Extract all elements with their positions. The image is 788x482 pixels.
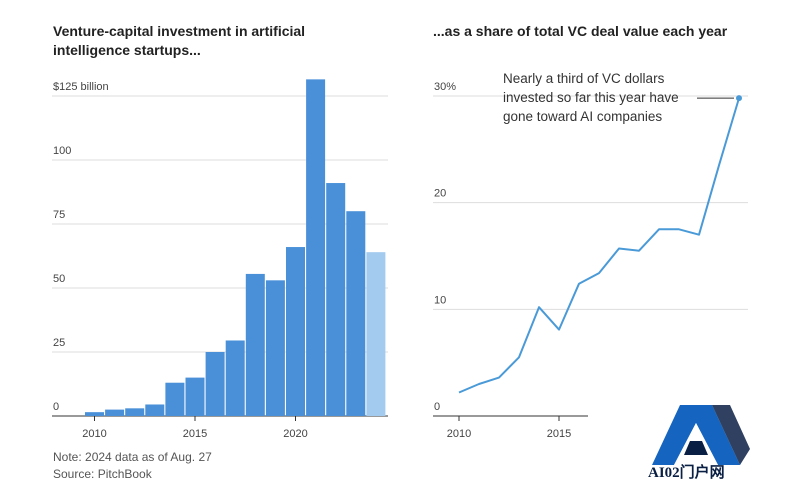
bar-2022 (326, 183, 345, 416)
bar-2011 (105, 410, 124, 416)
footnote-source: Source: PitchBook (53, 467, 152, 481)
bar-2019 (266, 280, 285, 416)
line-point-2024 (736, 95, 742, 101)
left-y-tick-label: 75 (53, 209, 65, 221)
left-x-tick-label: 2015 (183, 428, 207, 440)
left-y-tick-label: 25 (53, 337, 65, 349)
share-line-series (459, 98, 739, 392)
left-y-tick-label: 100 (53, 145, 71, 157)
bar-2010 (85, 412, 104, 416)
bar-2021 (306, 79, 325, 416)
annotation-text-line: gone toward AI companies (503, 109, 662, 124)
right-x-tick-label: 2010 (447, 428, 471, 440)
annotation-text-line: Nearly a third of VC dollars (503, 71, 665, 86)
right-x-tick-label: 2015 (547, 428, 571, 440)
bar-2020 (286, 247, 305, 416)
footnote-note: Note: 2024 data as of Aug. 27 (53, 450, 212, 464)
right-y-tick-label: 20 (434, 188, 446, 200)
bar-2023 (346, 211, 365, 416)
right-y-tick-label: 30% (434, 81, 456, 93)
bar-2013 (145, 404, 164, 416)
right-y-tick-label: 0 (434, 401, 440, 413)
bar-2012 (125, 408, 144, 416)
bar-2015 (186, 378, 205, 416)
bar-2016 (206, 352, 225, 416)
left-x-tick-label: 2020 (283, 428, 307, 440)
left-x-tick-label: 2010 (82, 428, 106, 440)
bar-2014 (165, 383, 184, 416)
right-y-tick-label: 10 (434, 294, 446, 306)
bar-2024 (366, 252, 385, 416)
watermark-text: AI02门户网 (648, 461, 725, 482)
annotation-text-line: invested so far this year have (503, 90, 679, 105)
left-y-tick-label: 50 (53, 273, 65, 285)
bar-2018 (246, 274, 265, 416)
left-y-tick-label: $125 billion (53, 81, 109, 93)
left-y-tick-label: 0 (53, 401, 59, 413)
bar-2017 (226, 340, 245, 416)
